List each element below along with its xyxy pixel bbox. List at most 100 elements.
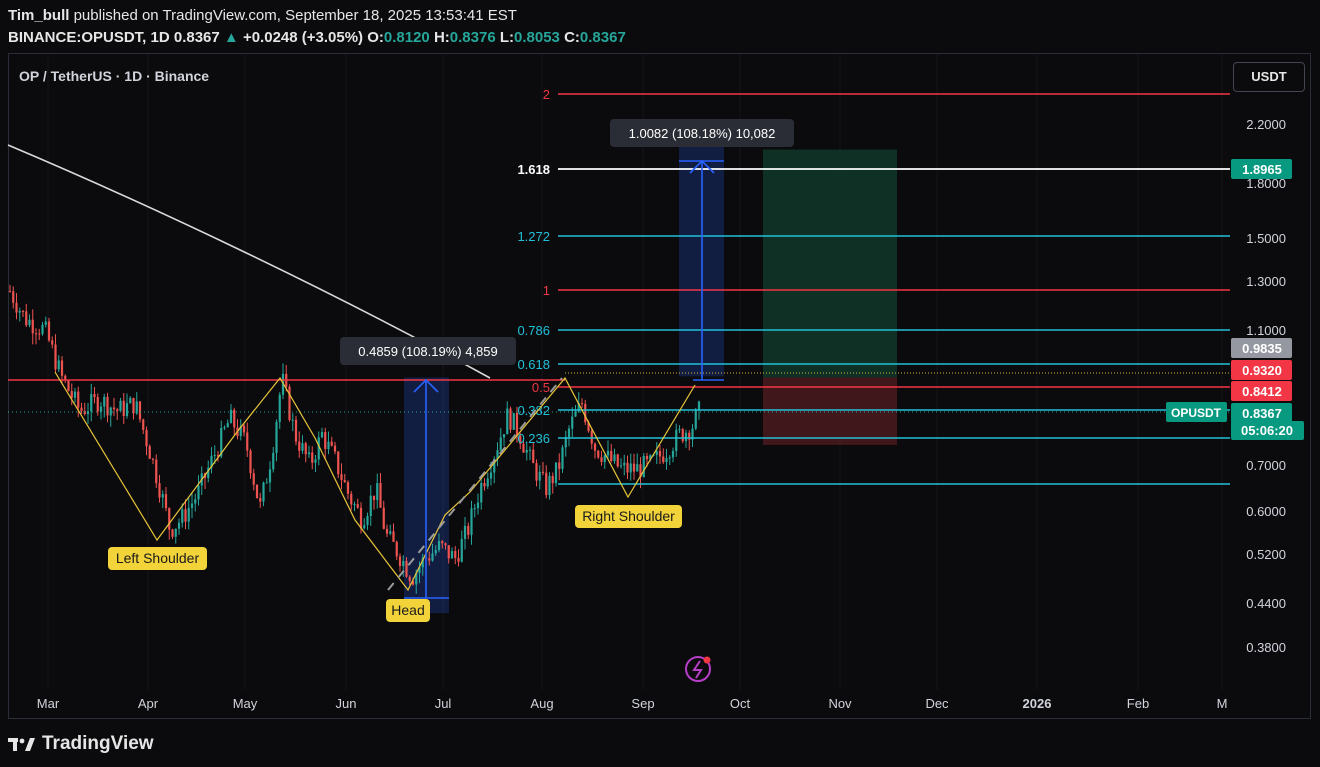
candle bbox=[340, 474, 343, 480]
x-tick-label: Apr bbox=[138, 696, 159, 711]
candle bbox=[600, 457, 603, 462]
candle bbox=[421, 557, 424, 568]
candle bbox=[658, 451, 662, 457]
low-value: 0.8053 bbox=[514, 29, 560, 46]
candle bbox=[688, 432, 691, 440]
candle bbox=[119, 400, 122, 411]
measure-label-2: 1.0082 (108.18%) 10,082 bbox=[629, 126, 776, 141]
candle bbox=[343, 479, 346, 483]
candle bbox=[532, 449, 535, 464]
countdown-box bbox=[1231, 421, 1304, 440]
candle bbox=[288, 386, 291, 421]
candle bbox=[450, 551, 454, 559]
candle bbox=[184, 509, 187, 522]
candle bbox=[38, 333, 41, 335]
tradingview-logo[interactable]: TradingView bbox=[8, 733, 154, 755]
close-label: C: bbox=[564, 29, 580, 46]
candle bbox=[346, 482, 350, 494]
candle bbox=[577, 403, 580, 412]
candle bbox=[528, 449, 532, 451]
candle bbox=[372, 495, 376, 501]
candle bbox=[684, 432, 688, 442]
candle bbox=[389, 531, 392, 534]
x-tick-label: Nov bbox=[828, 696, 852, 711]
candle bbox=[489, 472, 493, 479]
candle bbox=[158, 483, 161, 498]
pattern-label-box bbox=[386, 599, 430, 622]
candle bbox=[151, 458, 155, 460]
x-tick-label: Feb bbox=[1127, 696, 1149, 711]
candle bbox=[506, 408, 509, 435]
candle bbox=[408, 576, 411, 582]
candle bbox=[454, 551, 457, 558]
candle bbox=[369, 495, 372, 517]
lightning-icon bbox=[692, 660, 703, 679]
candle bbox=[662, 456, 665, 463]
currency-button[interactable]: USDT bbox=[1233, 62, 1305, 92]
candle bbox=[54, 344, 57, 370]
candle bbox=[246, 432, 249, 451]
x-tick-label: 2026 bbox=[1023, 696, 1052, 711]
candle bbox=[538, 471, 541, 481]
candle bbox=[363, 525, 366, 529]
candle bbox=[265, 482, 268, 484]
candle bbox=[187, 507, 190, 522]
publish-line: Tim_bull published on TradingView.com, S… bbox=[8, 7, 517, 24]
symbol-tag: OPUSDT bbox=[1171, 406, 1222, 420]
candle bbox=[382, 507, 385, 529]
countdown: 05:06:20 bbox=[1241, 423, 1293, 438]
y-tick-label: 1.1000 bbox=[1246, 323, 1286, 338]
fib-label: 0.382 bbox=[517, 403, 550, 418]
candle bbox=[480, 483, 483, 503]
candle bbox=[294, 419, 298, 442]
candle bbox=[18, 310, 21, 313]
candle bbox=[636, 464, 639, 472]
author[interactable]: Tim_bull bbox=[8, 7, 70, 24]
candle bbox=[298, 441, 301, 451]
candle bbox=[691, 428, 694, 440]
target-zone bbox=[763, 149, 897, 378]
candle bbox=[307, 452, 311, 455]
pattern-label-box bbox=[108, 547, 207, 570]
fib-label: 0.5 bbox=[532, 380, 550, 395]
candle bbox=[60, 360, 64, 376]
candle bbox=[444, 543, 447, 546]
candle bbox=[103, 396, 106, 407]
price-change: +0.0248 (+3.05%) bbox=[242, 29, 364, 46]
candle bbox=[587, 422, 590, 431]
close-value: 0.8367 bbox=[579, 29, 626, 46]
fib-label: 0.786 bbox=[517, 323, 550, 338]
candle bbox=[301, 443, 304, 451]
pattern-label: Left Shoulder bbox=[116, 550, 200, 566]
y-tick-label: 0.7000 bbox=[1246, 458, 1286, 473]
candle bbox=[460, 538, 463, 562]
candle bbox=[15, 302, 18, 313]
candle bbox=[681, 429, 684, 442]
measure-label-2-box bbox=[610, 119, 794, 147]
candle bbox=[112, 407, 116, 410]
x-tick-label: Dec bbox=[925, 696, 949, 711]
price-tag: 0.8367 bbox=[1242, 406, 1282, 421]
candle bbox=[473, 508, 476, 510]
candle bbox=[242, 425, 246, 433]
fib-label: 0.618 bbox=[517, 357, 550, 372]
candle bbox=[496, 450, 499, 459]
price-tag-box bbox=[1231, 159, 1292, 179]
candle bbox=[90, 394, 93, 412]
candle bbox=[220, 427, 223, 457]
candle bbox=[649, 455, 652, 460]
x-tick-label: Jul bbox=[435, 696, 452, 711]
candle bbox=[515, 413, 519, 436]
candle bbox=[330, 441, 333, 446]
y-tick-label: 0.3800 bbox=[1246, 640, 1286, 655]
candle bbox=[457, 557, 460, 562]
fib-label: 1.272 bbox=[517, 229, 550, 244]
candle bbox=[155, 459, 158, 484]
y-tick-label: 0.4400 bbox=[1246, 596, 1286, 611]
candle bbox=[519, 435, 522, 444]
candle bbox=[109, 407, 112, 416]
candle bbox=[512, 413, 515, 430]
candle bbox=[359, 507, 363, 529]
candle bbox=[34, 333, 38, 335]
